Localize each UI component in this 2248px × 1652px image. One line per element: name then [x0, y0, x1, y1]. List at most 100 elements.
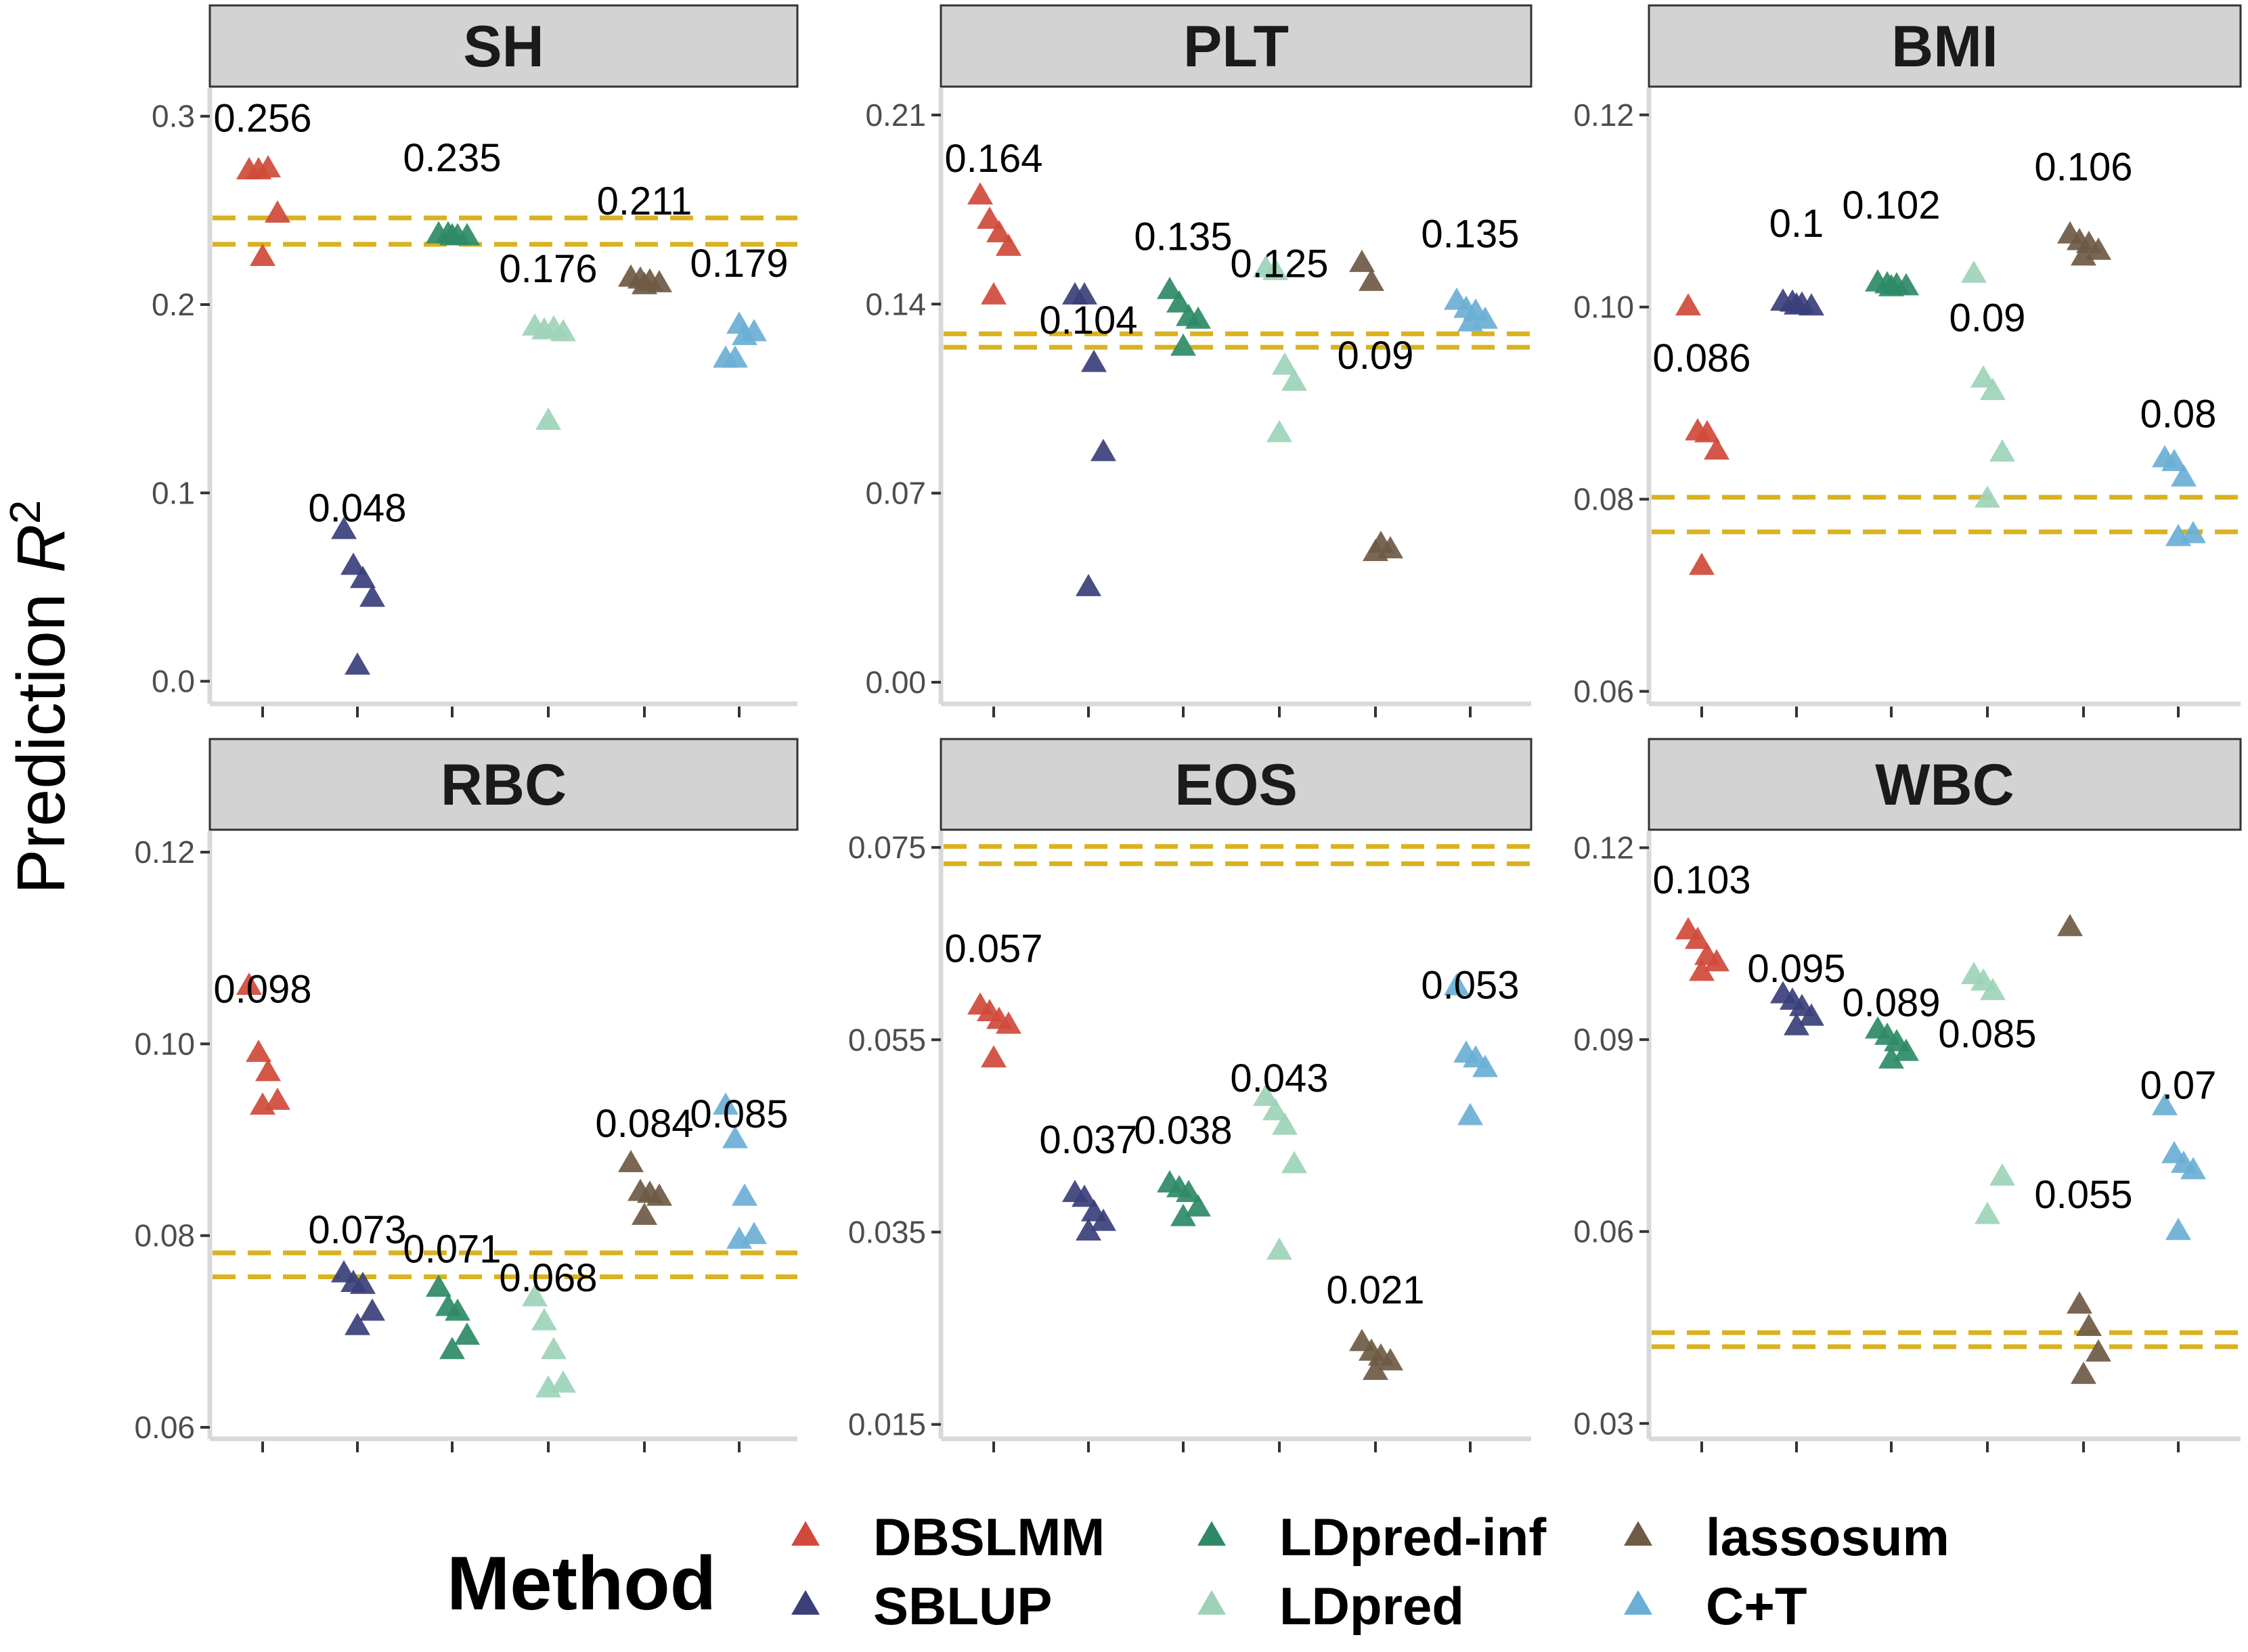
data-point-dbslmm [996, 1011, 1021, 1034]
data-point-sblup [359, 1298, 385, 1321]
data-point-c+t [2152, 1093, 2178, 1115]
data-point-dbslmm [265, 1088, 290, 1110]
panel-strip-title: SH [463, 14, 544, 79]
data-point-lassosum [2067, 1291, 2092, 1314]
data-point-sblup [350, 1271, 376, 1294]
y-tick-label: 0.21 [865, 97, 926, 133]
y-tick-label: 0.1 [152, 475, 195, 510]
data-point-lassosum [618, 1150, 644, 1172]
y-tick-label: 0.12 [134, 834, 195, 870]
legend-item-sblup: SBLUP [791, 1576, 1052, 1636]
legend-marker [1624, 1590, 1652, 1615]
data-point-sblup [359, 584, 385, 607]
panel-strip-title: PLT [1183, 14, 1289, 79]
data-point-ldpred [1975, 1201, 2000, 1224]
value-label-c+t: 0.07 [2140, 1063, 2217, 1107]
data-point-ldpred-inf [1893, 1038, 1919, 1061]
value-label-dbslmm: 0.103 [1652, 858, 1750, 902]
data-point-ldpred [541, 1337, 567, 1360]
y-tick-label: 0.015 [848, 1407, 926, 1442]
data-point-sblup [1784, 1012, 1809, 1035]
data-point-sblup [331, 516, 357, 539]
panel-strip-title: BMI [1891, 14, 1998, 79]
data-point-ldpred-inf [1878, 273, 1904, 296]
data-point-lassosum [2057, 914, 2083, 937]
panel-strip [1648, 738, 2242, 831]
legend: Method DBSLMM SBLUP LDpred-inf LDpred lassosu… [447, 1507, 1949, 1636]
data-point-dbslmm [1694, 420, 1720, 443]
data-point-ldpred [1266, 420, 1292, 443]
data-point-ldpred [531, 1308, 557, 1331]
value-label-ldpred-inf: 0.135 [1134, 215, 1232, 259]
panel-strip [1648, 4, 2242, 88]
y-tick-label: 0.14 [865, 286, 926, 321]
data-point-lassosum [2076, 1314, 2102, 1337]
legend-label: SBLUP [873, 1576, 1052, 1636]
data-point-c+t [1472, 1054, 1498, 1077]
data-point-ldpred-inf [439, 223, 465, 246]
legend-item-ldpred-inf: LDpred-inf [1197, 1507, 1547, 1567]
data-point-c+t [2161, 449, 2187, 472]
value-label-sblup: 0.104 [1039, 298, 1137, 342]
data-point-c+t [741, 319, 767, 342]
data-point-ldpred [1980, 977, 2006, 1000]
data-point-dbslmm [250, 1092, 276, 1115]
legend-label: DBSLMM [873, 1507, 1105, 1567]
legend-marker [1624, 1521, 1652, 1546]
data-point-ldpred [550, 319, 576, 342]
data-point-ldpred [1272, 352, 1298, 375]
data-point-ldpred-inf [1170, 333, 1196, 356]
legend-item-c+t: C+T [1624, 1576, 1807, 1636]
data-point-ldpred-inf [1185, 306, 1211, 329]
data-point-sblup [1072, 1184, 1097, 1207]
data-point-lassosum [1359, 268, 1384, 291]
value-label-dbslmm: 0.256 [213, 97, 311, 141]
panel-strip [208, 4, 799, 88]
value-label-ldpred: 0.085 [1938, 1012, 2036, 1056]
panel-strip [940, 4, 1533, 88]
data-point-ldpred [1989, 439, 2015, 462]
legend-label: lassosum [1706, 1507, 1949, 1567]
value-label-c+t: 0.085 [690, 1092, 788, 1136]
value-label-ldpred: 0.09 [1949, 296, 2026, 340]
data-point-c+t [732, 1183, 757, 1206]
legend-label: C+T [1706, 1576, 1807, 1636]
value-label-lassosum: 0.084 [595, 1102, 693, 1146]
panel-plt: PLT0.000.070.140.210.1640.1040.1350.1250… [865, 4, 1533, 717]
data-point-ldpred [535, 1375, 561, 1398]
legend-item-dbslmm: DBSLMM [791, 1507, 1105, 1567]
value-label-lassosum: 0.055 [2034, 1173, 2132, 1217]
value-label-dbslmm: 0.164 [944, 137, 1042, 181]
legend-item-ldpred: LDpred [1197, 1576, 1464, 1636]
data-point-c+t [2171, 464, 2197, 487]
data-point-ldpred [1989, 1163, 2015, 1186]
y-tick-label: 0.12 [1573, 830, 1634, 866]
data-point-lassosum [2071, 1362, 2096, 1384]
data-point-sblup [350, 565, 376, 588]
value-label-ldpred: 0.125 [1230, 242, 1328, 286]
legend-marker [791, 1521, 820, 1546]
data-point-lassosum [1378, 1347, 1403, 1370]
data-point-ldpred-inf [1176, 1180, 1202, 1203]
value-label-ldpred-inf: 0.235 [403, 136, 501, 180]
data-point-ldpred-inf [445, 1298, 470, 1321]
data-point-ldpred [1253, 1084, 1279, 1107]
legend-marker [1197, 1590, 1226, 1615]
value-label-ldpred-inf: 0.071 [403, 1228, 501, 1272]
legend-item-lassosum: lassosum [1624, 1507, 1949, 1567]
data-point-dbslmm [1704, 437, 1729, 460]
data-point-ldpred [1980, 378, 2006, 401]
value-label-sblup: 0.037 [1039, 1118, 1137, 1162]
data-point-sblup [1081, 349, 1107, 372]
data-point-lassosum [2086, 237, 2111, 260]
data-point-c+t [726, 1226, 752, 1249]
data-point-ldpred-inf [1157, 276, 1183, 299]
y-tick-label: 0.08 [1573, 482, 1634, 517]
value-label-sblup: 0.073 [308, 1208, 406, 1252]
data-point-sblup [1072, 282, 1097, 305]
data-point-c+t [741, 1222, 767, 1245]
data-point-lassosum [632, 271, 657, 294]
data-point-lassosum [1349, 250, 1375, 272]
data-point-dbslmm [255, 1058, 281, 1081]
